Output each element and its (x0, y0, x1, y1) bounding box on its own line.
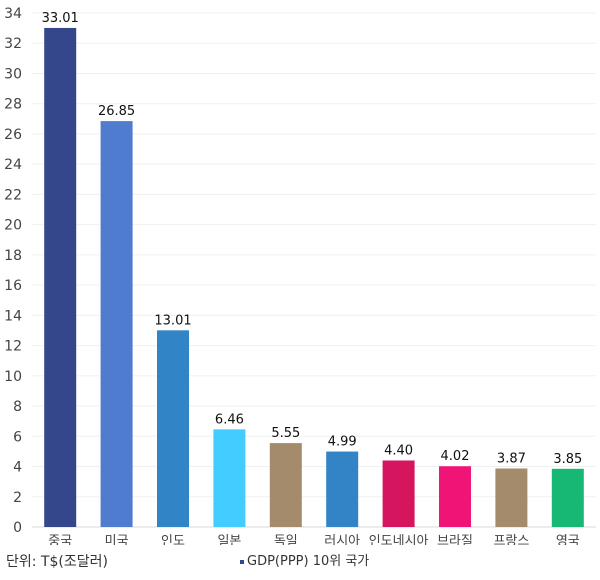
x-tick-label: 영국 (556, 534, 580, 545)
data-label: 6.46 (215, 412, 244, 427)
y-tick-label: 14 (4, 308, 22, 324)
data-label: 26.85 (98, 104, 135, 119)
y-tick-label: 0 (13, 520, 22, 536)
bar (100, 121, 133, 527)
x-tick-label: 미국 (105, 534, 129, 545)
bar (44, 27, 77, 528)
data-label: 13.01 (154, 313, 191, 328)
y-tick-label: 4 (13, 460, 22, 476)
x-tick-label: 프랑스 (493, 534, 529, 545)
x-tick-label: 브라질 (437, 534, 473, 545)
x-tick-label: 인도 (161, 534, 185, 545)
y-tick-label: 24 (4, 157, 22, 173)
data-label: 4.99 (328, 435, 357, 450)
legend: GDP(PPP) 10위 국가 (240, 550, 369, 569)
data-label: 4.40 (384, 443, 413, 458)
y-tick-label: 30 (4, 66, 22, 82)
x-tick-label: 중국 (48, 534, 72, 545)
data-label: 3.85 (553, 452, 582, 467)
data-label: 5.55 (271, 426, 300, 441)
legend-label: GDP(PPP) 10위 국가 (247, 554, 370, 569)
x-tick-label: 인도네시아 (369, 534, 429, 545)
bar (213, 429, 246, 527)
x-tick-label: 독일 (274, 534, 298, 545)
data-label: 4.02 (441, 449, 470, 464)
y-tick-label: 32 (4, 36, 22, 52)
data-label: 3.87 (497, 451, 526, 466)
y-tick-label: 12 (4, 339, 22, 355)
unit-label: 단위: T$(조달러) (6, 554, 108, 570)
y-tick-label: 6 (13, 429, 22, 445)
y-tick-label: 34 (4, 6, 22, 22)
y-tick-label: 18 (4, 248, 22, 264)
bar (326, 451, 359, 527)
legend-swatch (240, 559, 244, 564)
y-tick-label: 26 (4, 127, 22, 143)
y-tick-label: 16 (4, 278, 22, 294)
bar (269, 443, 302, 527)
bar (157, 330, 189, 527)
y-tick-label: 2 (13, 490, 22, 506)
bar (439, 466, 471, 527)
x-tick-label: 일본 (217, 534, 241, 545)
bar (382, 460, 415, 527)
data-label: 33.01 (42, 11, 79, 26)
y-tick-label: 28 (4, 97, 22, 113)
y-tick-label: 8 (13, 399, 22, 415)
bar (495, 468, 528, 527)
y-tick-label: 20 (4, 218, 22, 234)
bar (551, 468, 584, 527)
y-tick-label: 22 (4, 187, 22, 203)
x-tick-label: 러시아 (324, 534, 360, 545)
y-tick-label: 10 (4, 369, 22, 385)
